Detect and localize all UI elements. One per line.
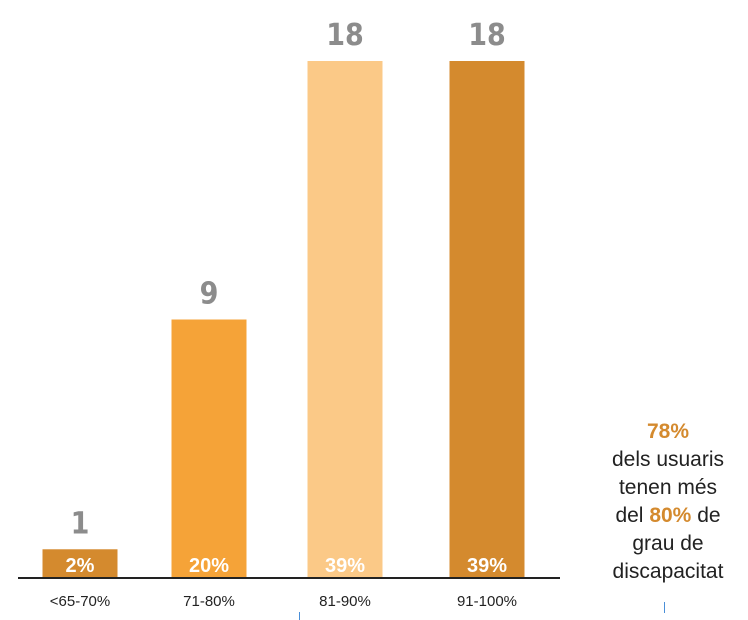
bar-percent-label: 39%	[325, 555, 365, 577]
bar-value-label: 1	[71, 506, 90, 541]
labels-layer: 1 2% <65-70% 9 20% 71-80% 18 39% 81-90% 18 39% 91-1…	[50, 18, 517, 610]
annotation-line-3-pct: 80%	[649, 504, 692, 527]
bar-percent-label: 39%	[467, 555, 507, 577]
decorative-tick-mark	[299, 612, 300, 620]
decorative-tick-mark	[664, 602, 665, 613]
x-tick-label: <65-70%	[50, 593, 110, 610]
bar-value-label: 18	[326, 18, 364, 53]
x-tick-label: 91-100%	[457, 593, 517, 610]
bar-2	[171, 319, 247, 578]
bar-1	[42, 549, 118, 578]
annotation-line-3-prefix: del	[615, 504, 644, 527]
annotation-line-2: tenen més	[618, 476, 718, 499]
annotation-line-3-suffix: de	[697, 504, 721, 527]
bar-percent-label: 2%	[66, 555, 95, 577]
x-tick-label: 81-90%	[319, 593, 371, 610]
annotation-line-3: del 80% de	[588, 502, 748, 530]
bar-percent-label: 20%	[189, 555, 229, 577]
bars-layer	[42, 61, 525, 578]
bar-value-label: 18	[468, 18, 506, 53]
annotation-line-4: grau de	[632, 532, 704, 555]
annotation-box: 78% dels usuaris tenen més del 80% de gr…	[588, 418, 748, 586]
annotation-headline-pct: 78%	[646, 420, 690, 443]
bar-3	[307, 61, 383, 578]
annotation-line-5: discapacitat	[612, 560, 724, 583]
annotation-line-1: dels usuaris	[611, 448, 725, 471]
bar-value-label: 9	[200, 277, 219, 312]
x-tick-label: 71-80%	[183, 593, 235, 610]
bar-4	[449, 61, 525, 578]
